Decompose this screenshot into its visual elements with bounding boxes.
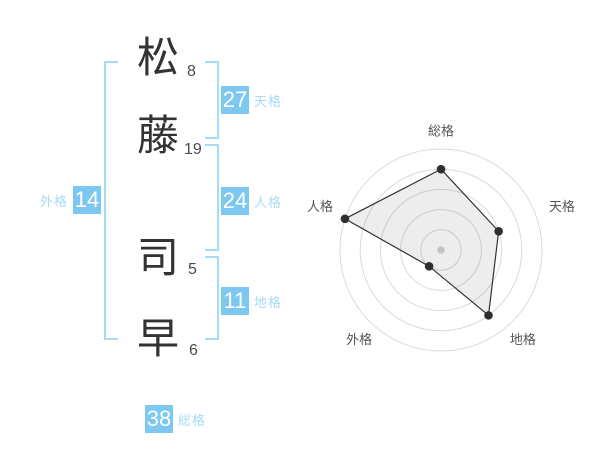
stroke-count-given-2: 6 (189, 342, 198, 359)
gaikaku-badge-group: 外格 14 (40, 186, 102, 214)
radar-data-point (484, 311, 493, 320)
radar-axis-label: 地格 (510, 332, 536, 347)
gaikaku-bracket (104, 61, 118, 340)
chikaku-value-badge: 11 (221, 287, 249, 315)
stroke-count-surname-1: 8 (187, 63, 196, 80)
chikaku-badge-group: 11 地格 (221, 287, 282, 315)
radar-axis-label: 天格 (549, 199, 575, 214)
soukaku-badge-group: 38 総格 (145, 405, 206, 433)
radar-data-point (424, 262, 434, 271)
given-char-2: 早 (137, 315, 180, 362)
radar-axis-label: 外格 (346, 332, 372, 347)
radar-axis-label: 人格 (307, 199, 333, 214)
radar-data-polygon (343, 168, 500, 317)
surname-char-1: 松 (137, 34, 180, 81)
tenkaku-label: 天格 (254, 93, 283, 109)
jinkaku-badge-group: 24 人格 (221, 187, 282, 215)
radar-grid-ring (420, 229, 462, 271)
stroke-count-surname-2: 19 (184, 141, 202, 158)
chikaku-bracket (205, 256, 219, 340)
radar-data-point (340, 214, 350, 224)
given-char-1: 司 (137, 234, 180, 281)
radar-data-point (436, 164, 446, 174)
radar-grid-ring (379, 188, 503, 312)
chikaku-label: 地格 (254, 294, 283, 310)
jinkaku-value-badge: 24 (221, 187, 249, 215)
stroke-count-given-1: 5 (188, 261, 197, 278)
radar-data-point (494, 226, 503, 236)
radar-center-dot (437, 246, 445, 254)
soukaku-value-badge: 38 (145, 405, 173, 433)
kaku-radar-chart: 総格天格地格 外格 人格 (301, 110, 581, 390)
radar-axis-label: 総格 (428, 124, 454, 139)
radar-grid-ring (339, 148, 543, 352)
tenkaku-badge-group: 27 天格 (221, 86, 282, 114)
surname-char-2: 藤 (137, 112, 180, 159)
jinkaku-bracket (205, 144, 219, 251)
gaikaku-value-badge: 14 (73, 186, 102, 214)
tenkaku-bracket (205, 61, 219, 139)
tenkaku-value-badge: 27 (221, 86, 249, 114)
gaikaku-label: 外格 (40, 193, 69, 209)
soukaku-label: 総格 (178, 412, 207, 428)
jinkaku-label: 人格 (254, 194, 283, 210)
